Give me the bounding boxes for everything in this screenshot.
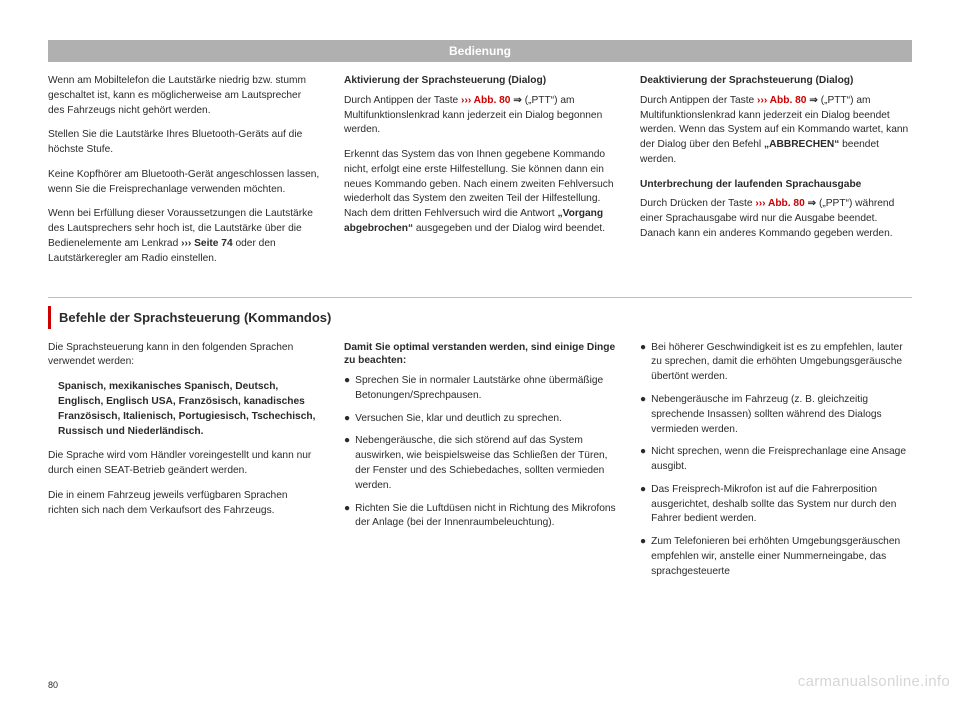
bullet-text: Richten Sie die Luftdüsen nicht in Richt… <box>355 502 616 532</box>
bottom-col2: Damit Sie optimal verstanden werden, sin… <box>344 341 616 588</box>
bullet-text: Das Freisprech-Mikrofon ist auf die Fahr… <box>651 483 912 527</box>
top-col3: Deaktivierung der Sprachsteuerung (Dialo… <box>640 74 912 277</box>
bullet-text: Nebengeräusche, die sich störend auf das… <box>355 434 616 493</box>
bold-text: „ABBRECHEN“ <box>764 139 839 150</box>
bullet-icon: ● <box>640 483 646 527</box>
bullet-item: ● Versuchen Sie, klar und deutlich zu spr… <box>344 412 616 427</box>
arrow-icon: ⇒ <box>806 95 817 106</box>
top-col1: Wenn am Mobiltelefon die Lautstärke nied… <box>48 74 320 277</box>
text: Durch Antippen der Taste <box>640 95 757 106</box>
bullet-text: Versuchen Sie, klar und deutlich zu spre… <box>355 412 616 427</box>
bullet-text: Bei höherer Geschwindigkeit ist es zu em… <box>651 341 912 385</box>
bullet-item: ●Das Freisprech-Mikrofon ist auf die Fah… <box>640 483 912 527</box>
page-header: Bedienung <box>48 40 912 62</box>
paragraph: Durch Antippen der Taste ››› Abb. 80 ⇒ (… <box>344 94 616 138</box>
bullet-icon: ● <box>640 535 646 579</box>
subheading: Unterbrechung der laufenden Sprachausgab… <box>640 178 912 192</box>
text: Durch Antippen der Taste <box>344 95 461 106</box>
paragraph: Keine Kopfhörer am Bluetooth-Gerät ange­… <box>48 168 320 198</box>
bullet-item: ●Sprechen Sie in normaler Lautstärke ohn… <box>344 374 616 404</box>
page-ref: ››› Seite 74 <box>181 238 233 249</box>
subheading: Aktivierung der Sprachsteuerung (Dialog) <box>344 74 616 88</box>
bullet-item: ●Nebengeräusche im Fahrzeug (z. B. gleic… <box>640 393 912 437</box>
arrow-icon: ⇒ <box>805 198 816 209</box>
paragraph: Erkennt das System das von Ihnen gegeben… <box>344 148 616 237</box>
figure-ref: ››› Abb. 80 <box>757 95 806 106</box>
bullet-icon: ● <box>344 412 350 427</box>
text: Durch Drücken der Taste <box>640 198 755 209</box>
bullet-text: Nebengeräusche im Fahrzeug (z. B. gleich… <box>651 393 912 437</box>
bullet-text: Sprechen Sie in normaler Lautstärke ohne… <box>355 374 616 404</box>
paragraph: Durch Drücken der Taste ››› Abb. 80 ⇒ („… <box>640 197 912 241</box>
text: ausge­geben und der Dialog wird beendet. <box>413 223 605 234</box>
subheading: Damit Sie optimal verstanden werden, sin… <box>344 341 616 369</box>
bullet-text: Zum Telefonieren bei erhöhten Umge­bungs… <box>651 535 912 579</box>
figure-ref: ››› Abb. 80 <box>461 95 510 106</box>
arrow-icon: ⇒ <box>510 95 521 106</box>
bullet-icon: ● <box>640 393 646 437</box>
paragraph: Durch Antippen der Taste ››› Abb. 80 ⇒ (… <box>640 94 912 168</box>
language-list: Spanisch, mexikanisches Spanisch, Deutsc… <box>48 380 320 439</box>
paragraph: Wenn bei Erfüllung dieser Voraussetzunge… <box>48 207 320 266</box>
section-title: Befehle der Sprachsteuerung (Kommandos) <box>48 306 912 329</box>
bullet-item: ●Nebengeräusche, die sich störend auf da… <box>344 434 616 493</box>
bullet-item: ●Zum Telefonieren bei erhöhten Umge­bung… <box>640 535 912 579</box>
paragraph: Wenn am Mobiltelefon die Lautstärke nied… <box>48 74 320 118</box>
paragraph: Die Sprachsteuerung kann in den folgende… <box>48 341 320 371</box>
divider <box>48 297 912 298</box>
top-col2: Aktivierung der Sprachsteuerung (Dialog)… <box>344 74 616 277</box>
subheading: Deaktivierung der Sprachsteuerung (Dialo… <box>640 74 912 88</box>
bullet-item: ●Nicht sprechen, wenn die Freisprechanla… <box>640 445 912 475</box>
bottom-col3: ●Bei höherer Geschwindigkeit ist es zu e… <box>640 341 912 588</box>
paragraph: Stellen Sie die Lautstärke Ihres Bluetoo… <box>48 128 320 158</box>
page-number: 80 <box>48 680 58 690</box>
manual-page: Bedienung Wenn am Mobiltelefon die Lauts… <box>0 0 960 708</box>
figure-ref: ››› Abb. 80 <box>755 198 804 209</box>
bottom-section: Die Sprachsteuerung kann in den folgende… <box>48 341 912 588</box>
bullet-item: ●Richten Sie die Luftdüsen nicht in Rich… <box>344 502 616 532</box>
paragraph: Die in einem Fahrzeug jeweils verfügbare… <box>48 489 320 519</box>
bullet-icon: ● <box>344 502 350 532</box>
bullet-icon: ● <box>344 374 350 404</box>
bullet-icon: ● <box>640 445 646 475</box>
watermark: carmanualsonline.info <box>798 673 950 690</box>
top-section: Wenn am Mobiltelefon die Lautstärke nied… <box>48 74 912 277</box>
paragraph: Die Sprache wird vom Händler voreingeste… <box>48 449 320 479</box>
bottom-col1: Die Sprachsteuerung kann in den folgende… <box>48 341 320 588</box>
bullet-icon: ● <box>344 434 350 493</box>
bullet-icon: ● <box>640 341 646 385</box>
bullet-text: Nicht sprechen, wenn die Freisprechanlag… <box>651 445 912 475</box>
bullet-item: ●Bei höherer Geschwindigkeit ist es zu e… <box>640 341 912 385</box>
